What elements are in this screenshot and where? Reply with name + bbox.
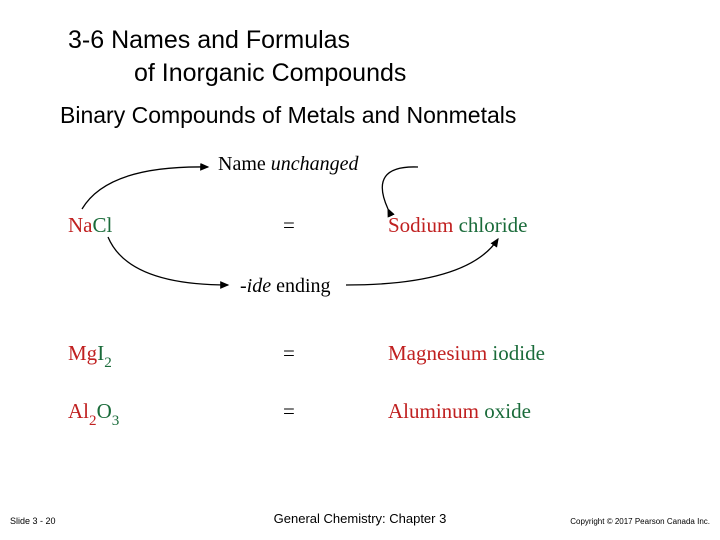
compound-name: Magnesium iodide	[388, 341, 545, 366]
arrows-svg	[68, 145, 648, 455]
equals-sign: =	[283, 341, 295, 366]
naming-diagram: Name unchanged -ide ending NaCl = Sodium c…	[68, 145, 648, 455]
equals-sign: =	[283, 399, 295, 424]
annotation-ide-ending: -ide ending	[240, 275, 331, 298]
equals-sign: =	[283, 213, 295, 238]
formula: NaCl	[68, 213, 112, 238]
subtitle: Binary Compounds of Metals and Nonmetals	[60, 102, 516, 129]
annotation-name-unchanged: Name unchanged	[218, 153, 359, 176]
formula: Al2O3	[68, 399, 119, 428]
compound-name: Sodium chloride	[388, 213, 527, 238]
formula: MgI2	[68, 341, 112, 370]
footer-copyright: Copyright © 2017 Pearson Canada Inc.	[570, 517, 710, 526]
compound-name: Aluminum oxide	[388, 399, 531, 424]
title-line-1: 3-6 Names and Formulas	[68, 24, 406, 57]
section-title: 3-6 Names and Formulas of Inorganic Comp…	[68, 24, 406, 89]
title-line-2: of Inorganic Compounds	[68, 57, 406, 90]
